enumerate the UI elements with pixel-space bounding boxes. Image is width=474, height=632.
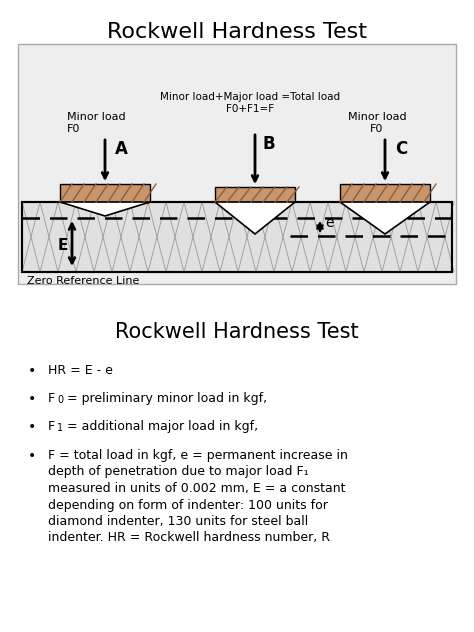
Text: e: e — [325, 216, 334, 230]
Text: •: • — [28, 392, 36, 406]
Text: E: E — [58, 238, 68, 253]
Text: Rockwell Hardness Test: Rockwell Hardness Test — [107, 22, 367, 42]
Text: 1: 1 — [57, 423, 63, 433]
Bar — [340, 184, 430, 202]
Text: •: • — [28, 420, 36, 434]
Text: •: • — [28, 449, 36, 463]
Text: F: F — [48, 420, 55, 433]
Polygon shape — [215, 202, 295, 234]
Text: F: F — [48, 392, 55, 405]
Text: C: C — [395, 140, 407, 158]
Text: A: A — [115, 140, 128, 158]
Text: 0: 0 — [57, 395, 63, 405]
Text: Rockwell Hardness Test: Rockwell Hardness Test — [115, 322, 359, 342]
Text: F = total load in kgf, e = permanent increase in
depth of penetration due to maj: F = total load in kgf, e = permanent inc… — [48, 449, 348, 545]
Text: Minor load+Major load =Total load
F0+F1=F: Minor load+Major load =Total load F0+F1=… — [160, 92, 340, 114]
Polygon shape — [60, 202, 150, 216]
Polygon shape — [340, 202, 430, 234]
Bar — [215, 187, 295, 202]
Bar — [22, 202, 452, 272]
Bar — [60, 184, 150, 202]
Text: HR = E - e: HR = E - e — [48, 364, 113, 377]
Text: B: B — [263, 135, 275, 153]
Bar — [22, 202, 452, 272]
Text: Zero Reference Line: Zero Reference Line — [27, 276, 139, 286]
Text: Minor load
F0: Minor load F0 — [67, 112, 126, 134]
Text: = preliminary minor load in kgf,: = preliminary minor load in kgf, — [63, 392, 267, 405]
Text: = additional major load in kgf,: = additional major load in kgf, — [63, 420, 258, 433]
Text: Minor load
F0: Minor load F0 — [348, 112, 406, 134]
Bar — [18, 44, 456, 284]
Text: •: • — [28, 364, 36, 378]
